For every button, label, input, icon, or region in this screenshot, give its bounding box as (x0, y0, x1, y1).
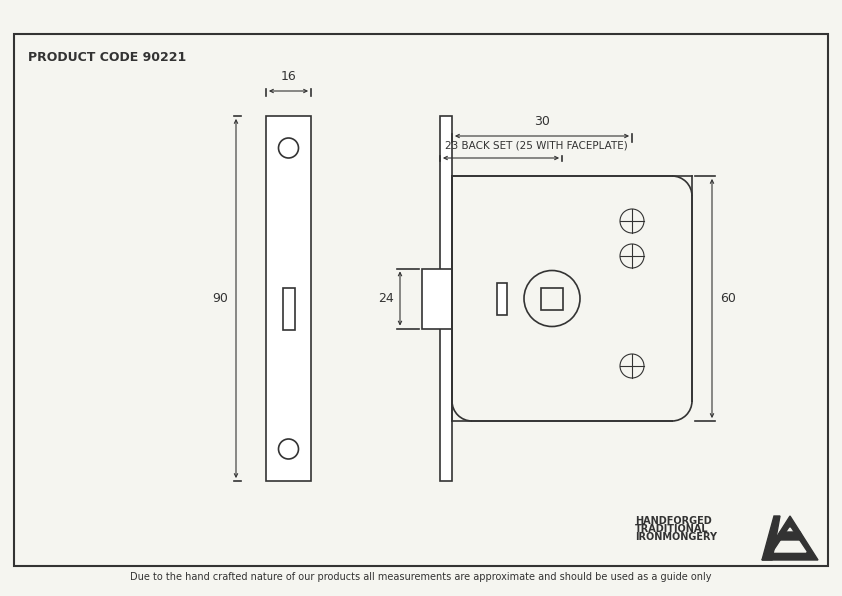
Text: 90: 90 (212, 292, 228, 305)
Polygon shape (762, 516, 780, 560)
Bar (283, 287, 295, 330)
Text: 30: 30 (534, 115, 550, 128)
Text: 60: 60 (720, 292, 736, 305)
Bar (541, 287, 563, 309)
Bar (440, 116, 452, 481)
Polygon shape (774, 528, 806, 552)
Text: PRODUCT CODE 90221: PRODUCT CODE 90221 (28, 51, 186, 64)
Text: HANDFORGED: HANDFORGED (635, 516, 711, 526)
Text: Due to the hand crafted nature of our products all measurements are approximate : Due to the hand crafted nature of our pr… (131, 572, 711, 582)
Bar (497, 283, 507, 315)
Bar (14, 34, 828, 566)
Polygon shape (776, 532, 804, 540)
Bar (422, 269, 452, 328)
Text: 23 BACK SET (25 WITH FACEPLATE): 23 BACK SET (25 WITH FACEPLATE) (445, 141, 628, 151)
Text: IRONMONGERY: IRONMONGERY (635, 532, 717, 542)
Text: TRADITIONAL: TRADITIONAL (635, 524, 709, 534)
Bar (266, 116, 311, 481)
Text: 24: 24 (378, 292, 394, 305)
Text: 16: 16 (280, 70, 296, 83)
Polygon shape (762, 516, 818, 560)
